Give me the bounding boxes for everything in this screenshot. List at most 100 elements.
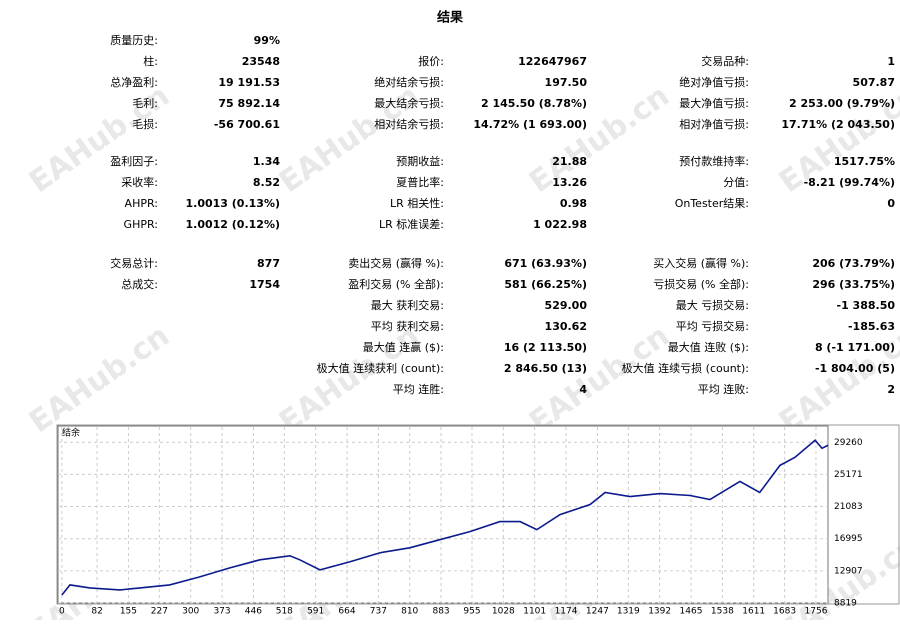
- stat-value: 23548: [242, 55, 280, 68]
- stat-value: 0: [887, 197, 895, 210]
- stat-value: 1.0012 (0.12%): [186, 218, 281, 231]
- stat-label: 分值:: [723, 176, 749, 189]
- stat-label: 总成交:: [121, 277, 158, 291]
- stat-value: 1: [887, 55, 895, 68]
- stat-label: 最大结余亏损:: [374, 96, 444, 110]
- stat-value: 296 (33.75%): [812, 278, 895, 291]
- x-tick-label: 1683: [773, 607, 796, 617]
- stat-label: 交易品种:: [701, 54, 749, 68]
- stat-value: 14.72% (1 693.00): [473, 118, 587, 131]
- stat-value: 4: [579, 383, 587, 396]
- stat-value: -1 388.50: [837, 299, 896, 312]
- stats-table: 质量历史: 99% 柱: 23548 报价: 122647967 交易品种: 1 总净盈利: 19…: [110, 34, 895, 396]
- stat-value: 75 892.14: [218, 97, 280, 110]
- stat-value: 1754: [249, 278, 280, 291]
- stat-label: 相对结余亏损:: [374, 117, 444, 131]
- stat-value: -185.63: [848, 320, 895, 333]
- x-tick-label: 227: [151, 607, 168, 617]
- stat-value: 877: [257, 257, 280, 270]
- stat-label: 交易总计:: [110, 256, 158, 270]
- stat-label: 极大值 连续获利 (count):: [317, 361, 444, 375]
- x-tick-label: 300: [182, 607, 199, 617]
- x-tick-label: 664: [338, 607, 355, 617]
- stat-label: 最大净值亏损:: [679, 96, 749, 110]
- stat-label: 最大值 连败 ($):: [668, 340, 749, 354]
- x-tick-label: 1028: [492, 607, 515, 617]
- plot-area: [57, 425, 829, 604]
- stat-label: 最大 亏损交易:: [676, 298, 749, 312]
- stat-label: 绝对净值亏损:: [679, 75, 749, 89]
- balance-line: [61, 439, 829, 596]
- stat-label: 报价:: [418, 54, 444, 68]
- x-tick-label: 1465: [680, 607, 703, 617]
- stat-value: 8.52: [253, 176, 280, 189]
- y-tick-label: 25171: [834, 470, 863, 480]
- stat-value: -1 804.00 (5): [815, 362, 895, 375]
- x-tick-label: 883: [432, 607, 449, 617]
- y-tick-label: 29260: [834, 438, 863, 448]
- stat-value: 206 (73.79%): [812, 257, 895, 270]
- y-tick-label: 21083: [834, 502, 863, 512]
- stat-label: LR 相关性:: [390, 196, 444, 210]
- stat-value: 1.0013 (0.13%): [186, 197, 281, 210]
- watermark: EAHub.cn: [23, 318, 176, 440]
- stat-label: 盈利因子:: [110, 155, 158, 168]
- stat-value: 122647967: [518, 55, 587, 68]
- stat-value: 130.62: [545, 320, 587, 333]
- x-tick-label: 518: [276, 607, 293, 617]
- x-tick-label: 373: [213, 607, 230, 617]
- stat-label: 平均 连败:: [698, 382, 749, 396]
- y-tick-label: 8819: [834, 599, 857, 609]
- stat-value: 16 (2 113.50): [504, 341, 587, 354]
- stat-value: 1.34: [253, 155, 280, 168]
- stat-label: 平均 连胜:: [393, 382, 444, 396]
- stat-label: 预付款维持率:: [679, 154, 749, 168]
- stat-value: 1 022.98: [533, 218, 587, 231]
- x-tick-label: 1392: [648, 607, 671, 617]
- x-tick-label: 955: [463, 607, 480, 617]
- stat-value: 2 253.00 (9.79%): [789, 97, 895, 110]
- stat-label: 毛利:: [132, 97, 158, 110]
- stat-value: 507.87: [853, 76, 895, 89]
- stat-value: 13.26: [552, 176, 587, 189]
- x-tick-label: 82: [91, 607, 102, 617]
- stat-value: 2 846.50 (13): [504, 362, 587, 375]
- stat-label: 极大值 连续亏损 (count):: [622, 361, 749, 375]
- stat-label: 亏损交易 (% 全部):: [653, 277, 749, 291]
- x-tick-label: 737: [370, 607, 387, 617]
- stat-label: GHPR:: [124, 218, 158, 231]
- chart-frame: [56, 424, 900, 605]
- stat-label: OnTester结果:: [675, 197, 749, 210]
- stat-label: 毛损:: [132, 117, 158, 131]
- stat-label: 总净盈利:: [110, 75, 158, 89]
- stat-label: 平均 亏损交易:: [676, 319, 749, 333]
- x-tick-label: 1756: [805, 607, 828, 617]
- report-title: 结果: [437, 10, 463, 26]
- stat-value: 671 (63.93%): [504, 257, 587, 270]
- stat-value: 8 (-1 171.00): [815, 341, 895, 354]
- chart-title: 结余: [62, 427, 80, 439]
- x-tick-label: 591: [307, 607, 324, 617]
- stat-value: 197.50: [545, 76, 588, 89]
- stat-label: 最大 获利交易:: [371, 298, 444, 312]
- stat-label: 盈利交易 (% 全部):: [348, 277, 444, 291]
- watermark: EAHub.cn: [773, 318, 900, 440]
- x-tick-label: 1174: [555, 607, 578, 617]
- stat-label: LR 标准误差:: [379, 217, 444, 231]
- stat-label: 买入交易 (赢得 %):: [653, 256, 749, 270]
- x-tick-label: 0: [59, 607, 65, 617]
- stat-label: 绝对结余亏损:: [374, 75, 444, 89]
- x-tick-label: 446: [245, 607, 262, 617]
- x-tick-label: 1247: [586, 607, 609, 617]
- watermark: EAHub.cn: [273, 318, 426, 440]
- y-tick-label: 16995: [834, 534, 863, 544]
- stat-value: 529.00: [545, 299, 588, 312]
- stat-label: 平均 获利交易:: [371, 319, 444, 333]
- y-tick-label: 12907: [834, 566, 863, 576]
- x-tick-label: 1611: [742, 607, 765, 617]
- stat-value: 19 191.53: [218, 76, 280, 89]
- stat-value: 21.88: [552, 155, 587, 168]
- x-tick-label: 810: [401, 607, 418, 617]
- stat-value: 2 145.50 (8.78%): [481, 97, 587, 110]
